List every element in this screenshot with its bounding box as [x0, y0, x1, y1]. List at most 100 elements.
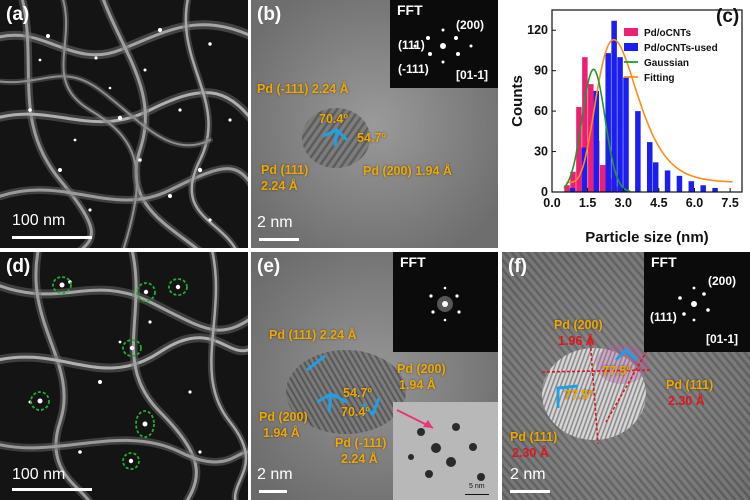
x-tick-label: 4.5 — [650, 196, 667, 210]
bar-pd-ocnts-used — [688, 181, 695, 192]
panel-f-pd200-spacing: 1.96 Å — [558, 334, 595, 348]
bar-pd-ocnts — [588, 84, 594, 192]
bar-pd-ocnts-used — [569, 187, 576, 192]
panel-f-pd111-left-spacing: 2.30 Å — [512, 446, 549, 460]
panel-b-angle-70: 70.4º — [319, 112, 348, 126]
panel-b-angle-54: 54.7º — [357, 131, 386, 145]
panel-d-scalebar — [12, 488, 92, 491]
panel-f-scale-label: 2 nm — [510, 466, 546, 483]
panel-a-scalebar — [12, 236, 92, 239]
panel-f-fft-title: FFT — [651, 254, 677, 270]
y-tick-label: 90 — [534, 64, 548, 78]
bar-pd-ocnts — [582, 57, 588, 193]
bar-pd-ocnts-used — [623, 77, 629, 192]
legend-entry: Fitting — [644, 73, 675, 84]
bar-pd-ocnts — [564, 185, 570, 192]
bar-pd-ocnts-used — [647, 142, 653, 192]
panel-e-pd-m111-label: Pd (-111) — [335, 436, 387, 450]
panel-f-pd111-right-spacing: 2.30 Å — [668, 394, 705, 408]
x-axis-label: Particle size (nm) — [585, 229, 708, 246]
bar-pd-ocnts-used — [611, 20, 617, 192]
panel-f: (f) FFT (200) (111) [01-1] Pd (200) 1.96… — [502, 252, 750, 500]
panel-b-fft-inset: FFT (200) (111) (-111) [01-1] — [390, 0, 498, 88]
panel-f-pd200-label: Pd (200) — [554, 318, 603, 332]
panel-e-fft-pattern — [429, 286, 461, 322]
bar-pd-ocnts-used — [605, 53, 611, 192]
panel-d-label: (d) — [6, 256, 31, 277]
panel-e-inset-scalebar — [465, 494, 489, 495]
panel-f-angle-77-upper: 77.5º — [602, 364, 631, 378]
panel-b-scalebar — [259, 238, 299, 241]
y-axis-label: Counts — [509, 75, 526, 127]
bar-pd-ocnts-used — [700, 185, 706, 192]
y-tick-label: 30 — [534, 145, 548, 159]
bar-pd-ocnts-used — [635, 111, 641, 192]
panel-f-label: (f) — [508, 256, 527, 277]
panel-e-pd111-label: Pd (111) 2.24 Å — [269, 328, 357, 342]
panel-a-label: (a) — [6, 4, 30, 25]
legend-swatch — [624, 43, 638, 51]
panel-e-scalebar — [259, 490, 287, 493]
y-tick-label: 0 — [541, 185, 548, 199]
y-tick-label: 60 — [534, 104, 548, 118]
panel-e-inset-scale-label: 5 nm — [469, 483, 485, 490]
panel-e-angle-54: 54.7º — [343, 386, 372, 400]
panel-f-fft-zone-axis: [01-1] — [706, 332, 739, 346]
panel-a-image — [0, 0, 248, 248]
panel-b-fft-zone-axis: [01-1] — [456, 68, 489, 82]
panel-d: (d) 100 nm — [0, 252, 248, 500]
panel-b-label: (b) — [257, 4, 282, 25]
panel-b-fft-spot-200: (200) — [456, 18, 485, 32]
panel-a: (a) 100 nm — [0, 0, 248, 248]
particle-size-histogram: 0.0 1.5 3.0 4.5 6.0 7.5 0 30 60 90 120 Particle siz… — [509, 9, 743, 246]
legend-entry: Pd/oCNTs-used — [644, 43, 718, 54]
panel-d-scale-label: 100 nm — [12, 466, 66, 483]
x-tick-label: 1.5 — [579, 196, 596, 210]
panel-b-fft-title: FFT — [397, 2, 423, 18]
bar-pd-ocnts-used — [712, 187, 718, 192]
panel-f-fft-spot-200: (200) — [708, 274, 737, 288]
panel-b-fft-spot-m111: (-111) — [398, 62, 429, 76]
panel-b-pd200-label: Pd (200) 1.94 Å — [363, 164, 452, 178]
fitting-curve — [566, 38, 733, 184]
panel-c: 0.0 1.5 3.0 4.5 6.0 7.5 0 30 60 90 120 Particle siz… — [502, 0, 750, 248]
panel-f-pd111-right-label: Pd (111) — [666, 378, 714, 392]
bar-pd-ocnts — [576, 107, 582, 192]
panel-e-pd200-left-spacing: 1.94 Å — [263, 426, 300, 440]
panel-a-scale-label: 100 nm — [12, 212, 66, 229]
panel-b: (b) FFT (200) (111) (-111) [01-1] Pd (-1… — [251, 0, 498, 248]
plot-frame — [551, 9, 743, 193]
panel-b-fft-spot-111: (111) — [398, 38, 425, 52]
gaussian-curve — [563, 68, 631, 193]
panel-b-fft-pattern — [413, 28, 473, 64]
x-tick-label: 3.0 — [615, 196, 632, 210]
panel-e-fft-inset: FFT — [393, 252, 498, 352]
panel-b-pd111-spacing: 2.24 Å — [261, 179, 298, 193]
panel-e-pd200-right-label: Pd (200) — [397, 362, 446, 376]
bar-pd-ocnts-used — [593, 90, 600, 192]
bar-pd-ocnts-used — [617, 57, 623, 193]
bar-pd-ocnts-used — [652, 162, 659, 192]
panel-d-image — [0, 252, 248, 500]
legend-entry: Gaussian — [644, 58, 689, 69]
bar-pd-ocnts — [599, 165, 606, 192]
panel-b-pd111-label: Pd (111) — [261, 163, 309, 177]
panel-e-pd200-left-label: Pd (200) — [259, 410, 308, 424]
panel-e: (e) FFT Pd (111) 2.24 Å Pd (200) 1.94 Å … — [251, 252, 498, 500]
y-tick-label: 120 — [527, 23, 548, 37]
panel-e-angle-70: 70.4º — [341, 405, 370, 419]
panel-f-scalebar — [510, 490, 550, 493]
panel-f-fft-inset: FFT (200) (111) [01-1] — [644, 252, 750, 352]
legend-swatch — [624, 28, 638, 36]
panel-f-angle-77-lower: 77.5º — [564, 388, 593, 402]
bar-pd-ocnts-used — [676, 175, 683, 192]
panel-b-scale-label: 2 nm — [257, 214, 293, 231]
panel-e-scale-label: 2 nm — [257, 466, 293, 483]
x-tick-label: 7.5 — [721, 196, 738, 210]
panel-e-label: (e) — [257, 256, 281, 277]
x-tick-label: 6.0 — [686, 196, 703, 210]
bar-pd-ocnts-used — [664, 170, 671, 192]
bar-pd-ocnts-used — [581, 147, 588, 192]
panel-f-pd111-left-label: Pd (111) — [510, 430, 558, 444]
panel-b-pd-m111-label: Pd (-111) 2.24 Å — [257, 82, 349, 96]
